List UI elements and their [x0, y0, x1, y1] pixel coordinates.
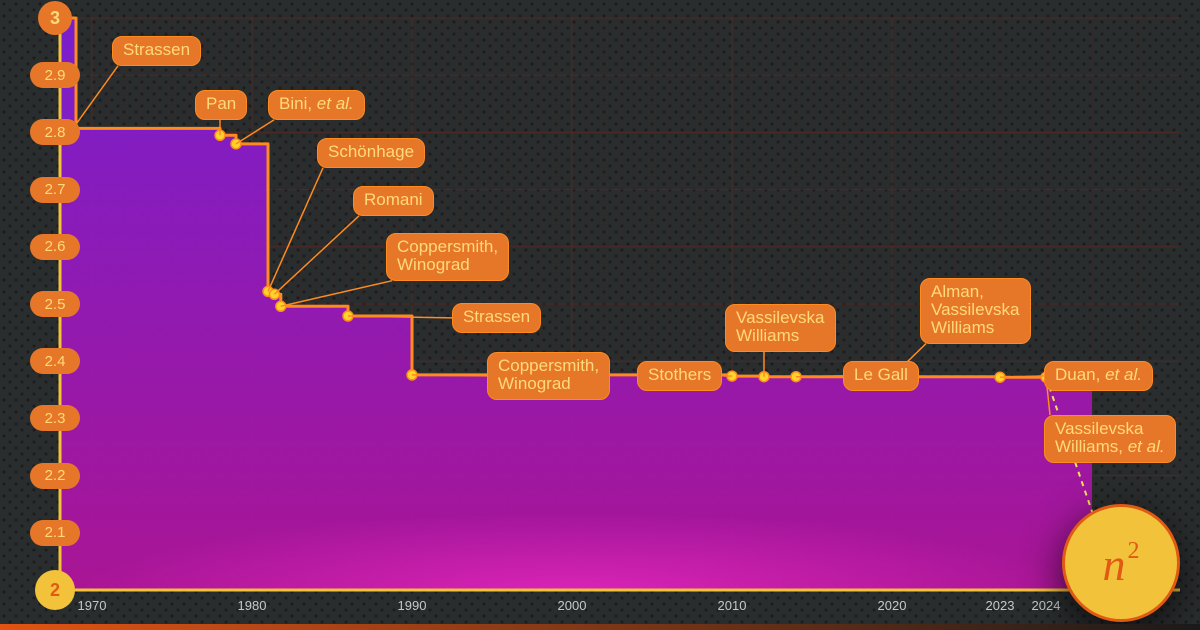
x-tick-2024: 2024: [1032, 598, 1061, 613]
y-tick-2_6: 2.6: [30, 234, 80, 260]
x-tick-2010: 2010: [718, 598, 747, 613]
callout-avw20: Alman,VassilevskaWilliams: [920, 278, 1031, 344]
y-tick-2: 2: [38, 573, 72, 607]
callout-pan78: Pan: [195, 90, 247, 120]
callout-cw90: Coppersmith,Winograd: [487, 352, 610, 400]
y-tick-2_8: 2.8: [30, 119, 80, 145]
callout-stothers10: Stothers: [637, 361, 722, 391]
x-tick-1990: 1990: [398, 598, 427, 613]
x-tick-2023: 2023: [986, 598, 1015, 613]
y-tick-2_5: 2.5: [30, 291, 80, 317]
callout-duan23: Duan, et al.: [1044, 361, 1153, 391]
y-tick-2_1: 2.1: [30, 520, 80, 546]
y-tick-2_7: 2.7: [30, 177, 80, 203]
callout-strassen69: Strassen: [112, 36, 201, 66]
y-tick-2_4: 2.4: [30, 348, 80, 374]
n-squared-badge: n2: [1062, 504, 1180, 622]
footer-bar: [0, 624, 1200, 630]
callout-romani81b: Romani: [353, 186, 434, 216]
n-squared-text: n2: [1103, 539, 1140, 588]
x-tick-2020: 2020: [878, 598, 907, 613]
callout-vw24: VassilevskaWilliams, et al.: [1044, 415, 1176, 463]
x-tick-2000: 2000: [558, 598, 587, 613]
callout-cw81: Coppersmith,Winograd: [386, 233, 509, 281]
y-tick-2_3: 2.3: [30, 405, 80, 431]
x-tick-1980: 1980: [238, 598, 267, 613]
callout-strassen86: Strassen: [452, 303, 541, 333]
y-tick-2_2: 2.2: [30, 463, 80, 489]
y-tick-2_9: 2.9: [30, 62, 80, 88]
callout-legall14: Le Gall: [843, 361, 919, 391]
callout-schonhage81: Schönhage: [317, 138, 425, 168]
x-tick-1970: 1970: [78, 598, 107, 613]
y-tick-3: 3: [38, 1, 72, 35]
callout-vw12: VassilevskaWilliams: [725, 304, 836, 352]
callout-bini79: Bini, et al.: [268, 90, 365, 120]
chart-stage: 3 2.9 2.8 2.7 2.6 2.5 2.4 2.3 2.2 2.1 2 1970 1980 199…: [0, 0, 1200, 630]
